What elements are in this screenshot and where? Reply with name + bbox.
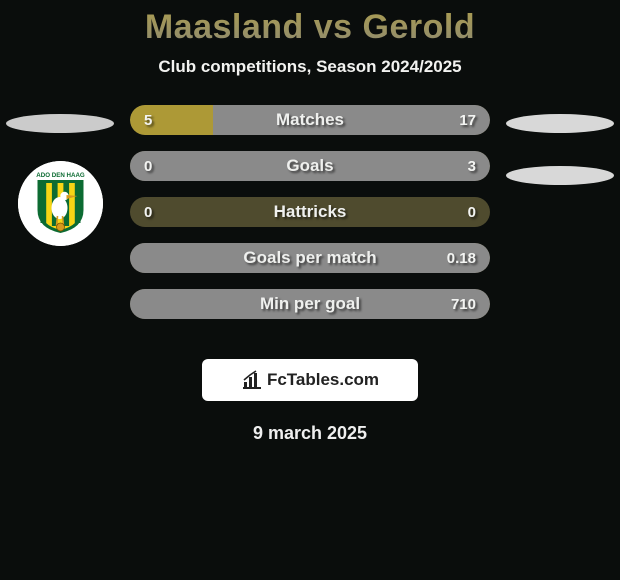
stat-value-right: 3 xyxy=(468,151,476,181)
stat-value-right: 0.18 xyxy=(447,243,476,273)
stat-fill-right xyxy=(130,289,490,319)
site-logo[interactable]: FcTables.com xyxy=(202,359,418,401)
date: 9 march 2025 xyxy=(0,423,620,444)
bar-chart-icon xyxy=(241,369,263,391)
page-root: Maasland vs Gerold Club competitions, Se… xyxy=(0,0,620,580)
shadow-ellipse-left xyxy=(6,114,114,133)
title-p1: Maasland xyxy=(145,8,304,46)
subtitle: Club competitions, Season 2024/2025 xyxy=(0,57,620,77)
logo-fc: Fc xyxy=(267,370,287,389)
stat-fill-left xyxy=(130,105,213,135)
stat-row: Goals03 xyxy=(130,151,490,181)
stat-row: Goals per match0.18 xyxy=(130,243,490,273)
svg-text:ADO DEN HAAG: ADO DEN HAAG xyxy=(36,172,85,179)
club-badge-svg: ADO DEN HAAG xyxy=(18,161,103,246)
title-vs: vs xyxy=(314,8,353,46)
stat-value-left: 5 xyxy=(144,105,152,135)
shadow-ellipse-right-2 xyxy=(506,166,614,185)
stat-row: Hattricks0 0 xyxy=(130,197,490,227)
stat-row: Matches517 xyxy=(130,105,490,135)
logo-dotcom: .com xyxy=(339,370,379,389)
stat-label: Hattricks xyxy=(130,197,490,227)
stat-fill-right xyxy=(130,151,490,181)
stat-fill-right xyxy=(213,105,490,135)
player1-club-badge: ADO DEN HAAG xyxy=(18,161,103,246)
stat-fill-right xyxy=(130,243,490,273)
page-title: Maasland vs Gerold xyxy=(0,0,620,47)
shadow-ellipse-right-1 xyxy=(506,114,614,133)
stats-section: ADO DEN HAAG Matches517Goals03Hattricks0… xyxy=(0,105,620,345)
logo-text: FcTables.com xyxy=(267,370,379,390)
stat-value-left: 0 xyxy=(144,151,152,181)
stat-value-left: 0 xyxy=(144,197,152,227)
stat-value-right: 0 xyxy=(468,197,476,227)
stat-value-right: 710 xyxy=(451,289,476,319)
stat-rows: Matches517Goals03Hattricks00Goals per ma… xyxy=(130,105,490,335)
stat-row: Min per goal710 xyxy=(130,289,490,319)
stat-value-right: 17 xyxy=(459,105,476,135)
logo-tables: Tables xyxy=(287,370,340,389)
title-p2: Gerold xyxy=(363,8,476,46)
